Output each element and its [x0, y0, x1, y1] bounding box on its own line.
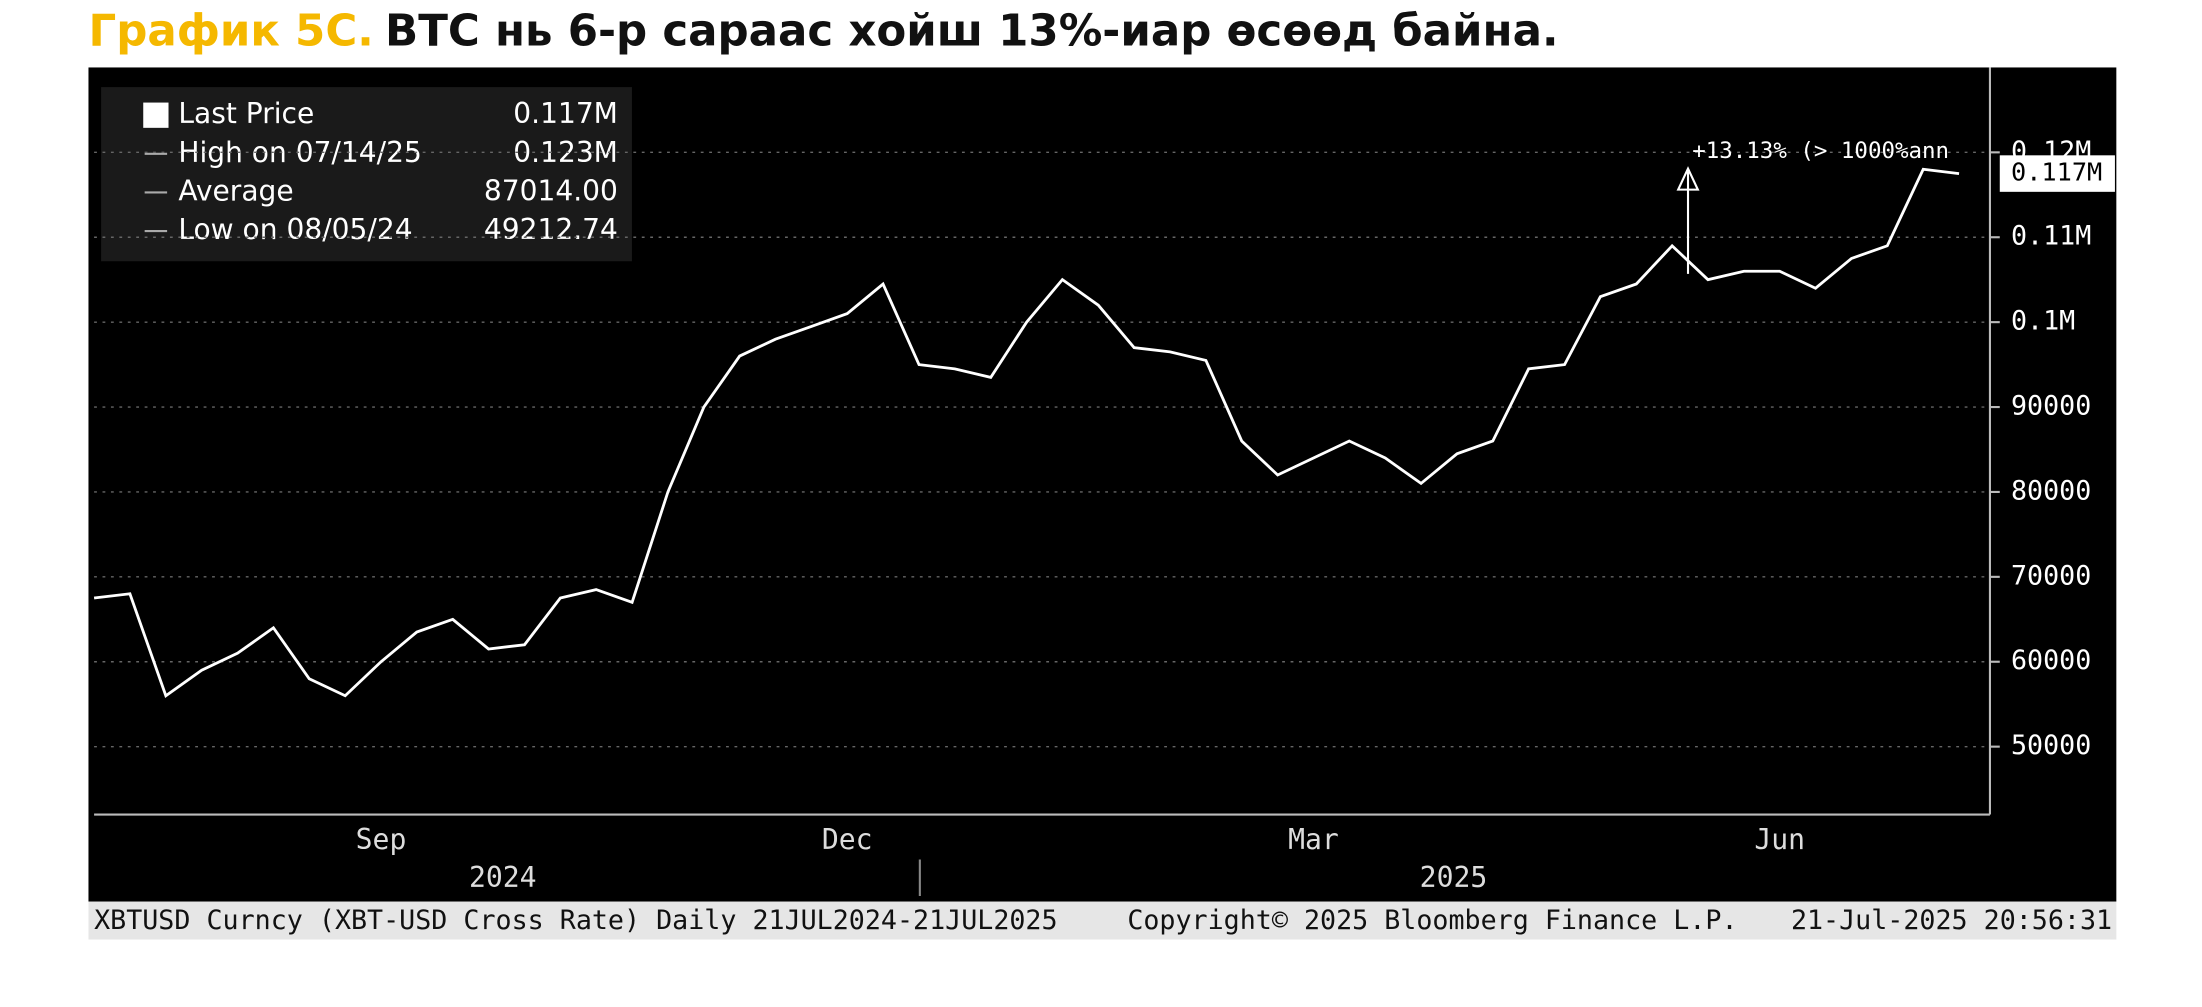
- x-tick-label: Jun: [1754, 823, 1805, 856]
- legend-name: Last Price: [178, 97, 314, 130]
- y-tick-label: 50000: [2011, 730, 2091, 761]
- y-tick-label: 80000: [2011, 475, 2091, 506]
- legend-name: Average: [178, 174, 293, 207]
- y-tick-label: 90000: [2011, 391, 2091, 422]
- legend-value: 49212.74: [484, 213, 618, 246]
- footer-text: Copyright© 2025 Bloomberg Finance L.P.: [1127, 905, 1737, 936]
- legend-box: [101, 87, 632, 262]
- y-tick-label: 0.1M: [2011, 306, 2075, 337]
- legend-name: Low on 08/05/24: [178, 213, 412, 246]
- legend-value: 87014.00: [484, 174, 618, 207]
- y-tick-label: 70000: [2011, 560, 2091, 591]
- footer-strip: [88, 901, 2117, 940]
- last-price-label: 0.117M: [2011, 158, 2102, 187]
- legend-value: 0.117M: [513, 97, 618, 130]
- annotation: +13.13% (> 1000%ann: [1692, 138, 1949, 164]
- footer-text: 21-Jul-2025 20:56:31: [1791, 905, 2112, 936]
- x-tick-label: Sep: [356, 823, 407, 856]
- price-line: [93, 167, 1960, 698]
- footer-text: XBTUSD Curncy (XBT-USD Cross Rate) Daily…: [94, 905, 1057, 936]
- year-label: 2025: [1420, 861, 1488, 894]
- y-tick-label: 0.11M: [2011, 221, 2091, 252]
- y-tick-label: 60000: [2011, 645, 2091, 676]
- high-arrow: [1676, 166, 1700, 274]
- year-label: 2024: [469, 861, 537, 894]
- legend-name: High on 07/14/25: [178, 136, 421, 169]
- chart-title: График 5С. BTC нь 6-р сараас хойш 13%-иар…: [88, 7, 1558, 57]
- x-tick-label: Dec: [822, 823, 873, 856]
- last-price-tag: [1999, 155, 2115, 192]
- x-tick-label: Mar: [1288, 823, 1339, 856]
- legend-swatch: [143, 102, 169, 128]
